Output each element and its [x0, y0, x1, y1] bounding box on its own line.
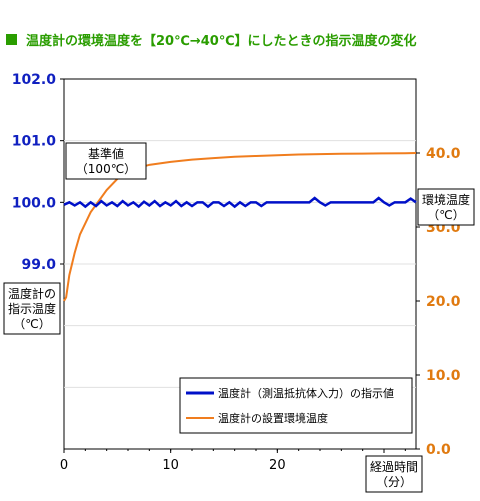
- y-left-label-box: [3, 282, 61, 335]
- x-label-box: [365, 455, 423, 493]
- y-right-tick-label: 20.0: [426, 294, 461, 310]
- y-right-label-line: 環境温度: [422, 192, 470, 207]
- legend-entry: 温度計（測温抵抗体入力）の指示値: [218, 386, 394, 400]
- y-right-label-box: [417, 188, 475, 226]
- x-tick-label: 0: [60, 458, 68, 473]
- x-tick-label: 20: [269, 458, 286, 473]
- y-left-tick-label: 102.0: [12, 72, 57, 88]
- legend-box: [179, 377, 413, 434]
- annotation-reference-line: 基準値: [88, 146, 124, 161]
- series-line-indicated-value: [63, 196, 417, 209]
- y-left-label-line: （℃）: [13, 317, 50, 331]
- y-right-tick-label: 10.0: [426, 368, 461, 384]
- annotation-reference-line: （100℃）: [76, 162, 136, 176]
- y-left-label-line: 指示温度: [8, 301, 56, 316]
- chart-title: 温度計の環境温度を【20℃→40℃】にしたときの指示温度の変化: [26, 33, 417, 49]
- y-left-label-line: 温度計の: [8, 286, 56, 301]
- series-line-ambient-temperature: [63, 152, 417, 302]
- title-square-icon: [6, 34, 17, 45]
- annotation-reference-box: [65, 142, 147, 180]
- y-right-tick-label: 40.0: [426, 146, 461, 162]
- x-tick-label: 10: [162, 458, 179, 473]
- y-right-tick-label: 0.0: [426, 442, 451, 458]
- y-right-label-line: （℃）: [427, 208, 464, 222]
- x-label-line: （分）: [376, 475, 412, 489]
- x-label-line: 経過時間: [370, 460, 418, 474]
- y-left-tick-label: 99.0: [21, 257, 56, 273]
- y-left-tick-label: 101.0: [12, 134, 57, 150]
- y-left-tick-label: 100.0: [12, 195, 57, 211]
- legend-entry: 温度計の設置環境温度: [218, 411, 328, 425]
